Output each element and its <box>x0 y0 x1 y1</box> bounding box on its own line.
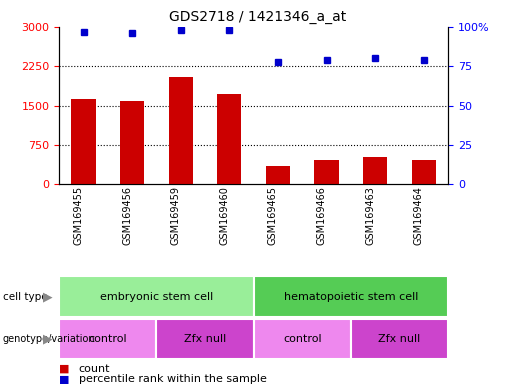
Text: hematopoietic stem cell: hematopoietic stem cell <box>284 291 418 302</box>
Text: ▶: ▶ <box>43 333 52 345</box>
Bar <box>266 166 290 184</box>
Bar <box>411 160 436 184</box>
Text: GSM169455: GSM169455 <box>74 186 83 245</box>
Bar <box>120 101 144 184</box>
Text: Zfx null: Zfx null <box>379 334 421 344</box>
Text: ▶: ▶ <box>43 290 52 303</box>
Text: count: count <box>79 364 110 374</box>
Text: control: control <box>89 334 127 344</box>
Text: GSM169459: GSM169459 <box>171 186 181 245</box>
Text: percentile rank within the sample: percentile rank within the sample <box>79 374 267 384</box>
Bar <box>363 157 387 184</box>
Text: ■: ■ <box>59 374 70 384</box>
Text: GSM169463: GSM169463 <box>365 186 375 245</box>
Text: GSM169466: GSM169466 <box>317 186 327 245</box>
Text: cell type: cell type <box>3 291 47 302</box>
Bar <box>72 99 96 184</box>
Text: genotype/variation: genotype/variation <box>3 334 95 344</box>
Text: GDS2718 / 1421346_a_at: GDS2718 / 1421346_a_at <box>169 10 346 23</box>
Bar <box>217 94 242 184</box>
Bar <box>168 77 193 184</box>
Text: GSM169456: GSM169456 <box>122 186 132 245</box>
Text: control: control <box>283 334 321 344</box>
Text: ■: ■ <box>59 364 70 374</box>
Text: GSM169465: GSM169465 <box>268 186 278 245</box>
Text: embryonic stem cell: embryonic stem cell <box>100 291 213 302</box>
Bar <box>314 160 339 184</box>
Text: GSM169460: GSM169460 <box>219 186 229 245</box>
Text: GSM169464: GSM169464 <box>414 186 424 245</box>
Text: Zfx null: Zfx null <box>184 334 226 344</box>
